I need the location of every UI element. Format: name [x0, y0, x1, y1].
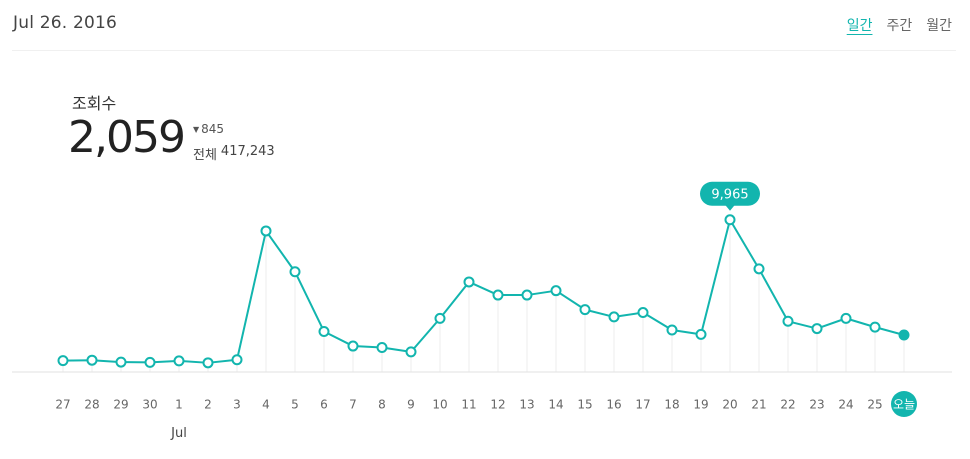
tick-label: 20 [722, 398, 737, 412]
metric-total: 전체 417,243 [193, 144, 275, 163]
data-point[interactable] [550, 285, 562, 297]
tick-label: 3 [233, 398, 241, 412]
data-point[interactable] [869, 321, 881, 333]
tick-label: 13 [519, 398, 534, 412]
tooltip-pointer [725, 204, 735, 211]
data-point[interactable] [898, 329, 910, 341]
data-point[interactable] [376, 342, 388, 354]
metric-delta: ▼ 845 [193, 122, 224, 136]
today-badge [891, 391, 917, 417]
tick-label: 10 [432, 398, 447, 412]
data-point[interactable] [115, 356, 127, 368]
data-point[interactable] [86, 354, 98, 366]
data-point[interactable] [289, 266, 301, 278]
data-point[interactable] [434, 312, 446, 324]
tick-label: 23 [809, 398, 824, 412]
data-point[interactable] [231, 354, 243, 366]
tick-label: 16 [606, 398, 621, 412]
data-point[interactable] [405, 346, 417, 358]
data-point[interactable] [57, 355, 69, 367]
tab-monthly[interactable]: 월간 [926, 18, 952, 34]
tick-label: 29 [113, 398, 128, 412]
tick-label: 1 [175, 398, 183, 412]
tick-label: 오늘 [893, 398, 915, 412]
tick-label: 5 [291, 398, 299, 412]
tick-label: 7 [349, 398, 357, 412]
tick-label: 14 [548, 398, 563, 412]
metric-total-label: 전체 [193, 148, 217, 163]
period-tabs: 일간 주간 월간 [847, 15, 952, 35]
tick-label: 19 [693, 398, 708, 412]
tick-label: 9 [407, 398, 415, 412]
data-point[interactable] [463, 276, 475, 288]
data-point[interactable] [666, 324, 678, 336]
data-point[interactable] [492, 289, 504, 301]
tick-label: 30 [142, 398, 157, 412]
tab-daily[interactable]: 일간 [846, 18, 873, 34]
tab-weekly[interactable]: 주간 [886, 18, 913, 34]
data-point[interactable] [173, 355, 185, 367]
triangle-down-icon: ▼ [193, 124, 200, 134]
metric-total-value: 417,243 [220, 144, 275, 159]
data-point[interactable] [753, 263, 765, 275]
tick-label: 4 [262, 398, 270, 412]
metric-value: 2,059 [68, 112, 186, 163]
data-point[interactable] [521, 289, 533, 301]
metric-label: 조회수 [72, 94, 117, 113]
tick-label: 21 [751, 398, 766, 412]
data-point[interactable] [202, 357, 214, 369]
data-point[interactable] [724, 214, 736, 226]
tick-label: 25 [867, 398, 882, 412]
data-point[interactable] [695, 328, 707, 340]
data-point[interactable] [637, 307, 649, 319]
tick-label: 15 [577, 398, 592, 412]
data-point[interactable] [260, 225, 272, 237]
data-point[interactable] [579, 304, 591, 316]
page-date: Jul 26. 2016 [13, 13, 118, 33]
tick-label: 24 [838, 398, 853, 412]
tick-label: 28 [84, 398, 99, 412]
data-point[interactable] [347, 340, 359, 352]
tick-label: 12 [490, 398, 505, 412]
tick-label: 11 [461, 398, 476, 412]
data-point[interactable] [840, 312, 852, 324]
data-point[interactable] [318, 325, 330, 337]
tick-label: 8 [378, 398, 386, 412]
data-point[interactable] [782, 315, 794, 327]
tick-label: 18 [664, 398, 679, 412]
data-point[interactable] [811, 323, 823, 335]
tick-label: 17 [635, 398, 650, 412]
tick-label: 6 [320, 398, 328, 412]
tick-label: 2 [204, 398, 212, 412]
metric-delta-value: 845 [201, 122, 225, 136]
tick-label: 27 [55, 398, 70, 412]
month-label: Jul [170, 426, 187, 441]
header-divider [12, 50, 956, 51]
tooltip-label: 9,965 [711, 187, 748, 202]
series-line [62, 218, 905, 364]
tick-label: 22 [780, 398, 795, 412]
data-point[interactable] [144, 356, 156, 368]
value-tooltip [700, 181, 760, 206]
data-point[interactable] [608, 311, 620, 323]
